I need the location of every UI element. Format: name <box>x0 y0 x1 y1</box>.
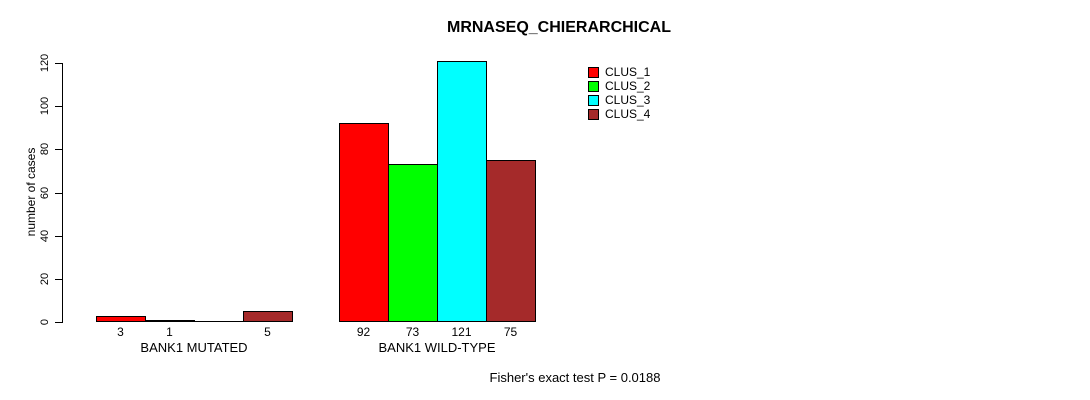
bar-value-label: 121 <box>451 325 472 339</box>
legend-row: CLUS_1 <box>588 65 650 79</box>
legend-label: CLUS_4 <box>605 107 651 121</box>
bar-value-label: 75 <box>503 325 518 339</box>
legend-swatch-icon <box>588 94 599 106</box>
y-tick-label: 40 <box>39 229 51 243</box>
annotation-text: Fisher's exact test P = 0.0188 <box>489 370 661 385</box>
bar-clus_1 <box>339 123 389 322</box>
legend-swatch-icon <box>588 108 599 120</box>
y-tick <box>55 149 62 150</box>
legend-label: CLUS_3 <box>605 93 651 107</box>
group-label: BANK1 WILD-TYPE <box>378 340 496 355</box>
legend: CLUS_1 CLUS_2 CLUS_3 CLUS_4 <box>588 65 650 121</box>
y-tick-label: 80 <box>39 142 51 156</box>
y-tick-label: 0 <box>39 318 51 326</box>
legend-label: CLUS_2 <box>605 79 651 93</box>
bar-clus_4 <box>486 160 536 322</box>
y-tick-label: 60 <box>39 186 51 200</box>
bar-value-label: 92 <box>356 325 371 339</box>
y-tick <box>55 322 62 323</box>
y-axis-label: number of cases <box>24 147 38 237</box>
bar-value-label: 1 <box>166 325 173 339</box>
bar-clus_3 <box>437 60 487 322</box>
legend-swatch-icon <box>588 66 599 78</box>
legend-row: CLUS_3 <box>588 93 650 107</box>
y-tick <box>55 193 62 194</box>
y-tick <box>55 236 62 237</box>
bar-clus_2 <box>388 164 438 322</box>
bar-clus_1 <box>96 315 146 322</box>
y-tick <box>55 279 62 280</box>
y-tick <box>55 106 62 107</box>
legend-row: CLUS_2 <box>588 79 650 93</box>
bar-value-label: 5 <box>264 325 271 339</box>
y-tick-label: 20 <box>39 272 51 286</box>
legend-row: CLUS_4 <box>588 107 650 121</box>
group-label: BANK1 MUTATED <box>140 340 248 355</box>
chart-title: MRNASEQ_CHIERARCHICAL <box>446 19 672 36</box>
legend-label: CLUS_1 <box>605 65 651 79</box>
y-tick-label: 120 <box>39 53 51 73</box>
bar-clus_2 <box>145 319 195 322</box>
bar-clus_4 <box>243 311 293 322</box>
y-tick-label: 100 <box>39 96 51 116</box>
bar-value-label: 3 <box>117 325 124 339</box>
y-axis-line <box>62 63 63 323</box>
y-tick <box>55 63 62 64</box>
bar-value-label: 73 <box>405 325 420 339</box>
legend-swatch-icon <box>588 80 599 92</box>
